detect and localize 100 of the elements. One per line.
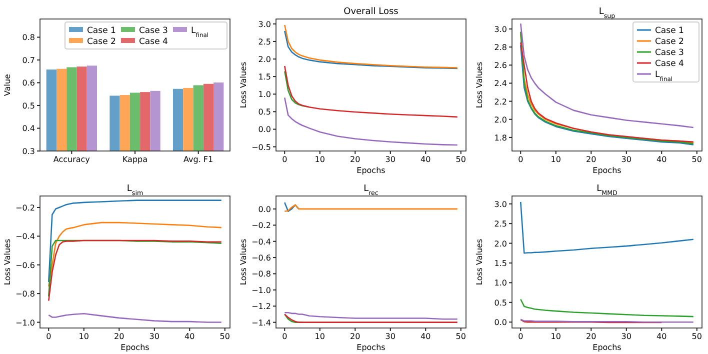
line-series <box>520 201 694 254</box>
x-tick-label: 50 <box>456 332 466 341</box>
x-tick-label: 10 <box>314 155 325 164</box>
legend-label: Case 2 <box>655 37 684 47</box>
x-tick-label: 0 <box>518 332 524 341</box>
line-series <box>284 96 458 146</box>
y-axis-title: Loss Values <box>475 62 484 108</box>
y-tick-label: −1.0 <box>252 286 271 295</box>
y-tick-label: 0.3 <box>22 147 35 156</box>
legend-label: Case 3 <box>139 26 168 36</box>
x-tick-label: 40 <box>656 332 667 341</box>
y-tick-label: 2.5 <box>258 37 271 46</box>
y-tick-label: −0.2 <box>252 221 271 230</box>
y-tick-label: 0.5 <box>494 298 507 308</box>
x-tick-label: 0 <box>518 155 524 164</box>
y-tick-label: 2.2 <box>494 97 507 106</box>
x-tick-label: Avg. F1 <box>184 155 214 164</box>
line-series <box>520 22 694 128</box>
line-series <box>284 30 458 70</box>
y-tick-label: 2.0 <box>494 115 507 124</box>
y-axis-title: Loss Values <box>475 238 484 286</box>
chart-title: L$_{sim}$ <box>126 184 144 196</box>
x-tick-label: 10 <box>550 155 561 164</box>
x-tick-label: 40 <box>656 155 667 164</box>
y-axis-title: Loss Values <box>3 238 12 286</box>
x-tick-label: 20 <box>114 332 124 341</box>
y-tick-label: 0.4 <box>22 124 35 134</box>
y-axis-title: Loss Values <box>239 62 248 108</box>
legend-label: L$_{final}$ <box>655 70 673 82</box>
legend-label: L$_{final}$ <box>191 26 209 38</box>
x-tick-label: 40 <box>184 332 195 341</box>
y-tick-label: −0.6 <box>16 260 35 270</box>
x-tick-label: 10 <box>78 332 89 341</box>
y-tick-label: 0.5 <box>258 108 271 117</box>
y-tick-label: 0.0 <box>258 125 271 134</box>
x-tick-label: 0 <box>282 155 288 164</box>
chart-title: L$_{MMD}$ <box>596 184 618 196</box>
y-tick-label: −1.0 <box>16 318 35 328</box>
y-tick-label: −0.8 <box>252 270 271 279</box>
y-tick-label: 2.5 <box>494 220 507 229</box>
legend-label: Case 1 <box>655 26 684 36</box>
y-tick-label: −0.5 <box>252 142 271 152</box>
line-series <box>284 204 458 212</box>
x-tick-label: 50 <box>456 155 466 164</box>
y-tick-label: 0.6 <box>22 78 35 88</box>
chart-title: L$_{rec}$ <box>364 184 379 196</box>
y-tick-label: −0.6 <box>252 254 271 263</box>
x-tick-label: 30 <box>385 332 396 341</box>
y-tick-label: 2.0 <box>258 55 271 64</box>
y-tick-label: −1.4 <box>252 318 271 328</box>
legend-label: Case 1 <box>87 26 116 36</box>
y-tick-label: 1.0 <box>258 90 271 100</box>
chart-title: Overall Loss <box>344 7 399 17</box>
x-tick-label: 50 <box>692 332 702 341</box>
y-tick-label: −1.2 <box>252 302 271 312</box>
line-series <box>284 70 310 108</box>
y-tick-label: 0.5 <box>22 101 35 110</box>
y-tick-label: −0.8 <box>16 290 35 299</box>
line-series <box>520 298 694 318</box>
x-tick-label: 20 <box>350 155 360 164</box>
x-tick-label: 0 <box>46 332 52 341</box>
y-tick-label: 2.0 <box>494 239 507 248</box>
chart-title: L$_{sup}$ <box>598 7 616 20</box>
x-tick-label: 20 <box>350 332 360 341</box>
x-tick-label: 30 <box>385 155 396 164</box>
y-tick-label: 1.0 <box>494 278 507 288</box>
x-tick-label: Accuracy <box>53 155 90 164</box>
line-series <box>284 24 458 68</box>
x-tick-label: 10 <box>314 332 325 341</box>
y-tick-label: 2.6 <box>494 61 507 70</box>
x-tick-label: 40 <box>420 332 431 341</box>
x-tick-label: 50 <box>692 155 702 164</box>
x-axis-title: Epochs <box>356 343 386 352</box>
line-series <box>48 200 222 283</box>
x-tick-label: 30 <box>149 332 160 341</box>
y-tick-label: 3.0 <box>258 20 271 29</box>
y-tick-label: 3.0 <box>494 24 507 34</box>
line-series <box>284 314 458 323</box>
y-tick-label: 3.0 <box>494 200 507 209</box>
legend-label: Case 2 <box>87 37 116 47</box>
line-series <box>284 312 458 320</box>
line-series <box>48 222 222 288</box>
y-tick-label: 0.8 <box>22 33 35 42</box>
x-axis-title: Epochs <box>120 343 150 352</box>
legend-label: Case 3 <box>655 48 684 58</box>
x-axis-title: Epochs <box>592 343 622 352</box>
y-tick-label: 1.5 <box>258 72 271 82</box>
y-tick-label: −0.2 <box>16 203 35 212</box>
y-tick-label: 0.0 <box>494 318 507 328</box>
y-tick-label: 1.5 <box>494 258 507 268</box>
y-tick-label: 2.8 <box>494 43 507 52</box>
x-axis-title: Epochs <box>592 166 622 175</box>
line-series <box>48 313 222 323</box>
x-tick-label: 30 <box>621 332 632 341</box>
x-tick-label: 10 <box>550 332 561 341</box>
line-series <box>284 65 458 118</box>
x-tick-label: 0 <box>282 332 288 341</box>
x-tick-label: 20 <box>586 332 596 341</box>
y-tick-label: 0.0 <box>258 204 271 214</box>
x-axis-title: Epochs <box>356 166 386 175</box>
